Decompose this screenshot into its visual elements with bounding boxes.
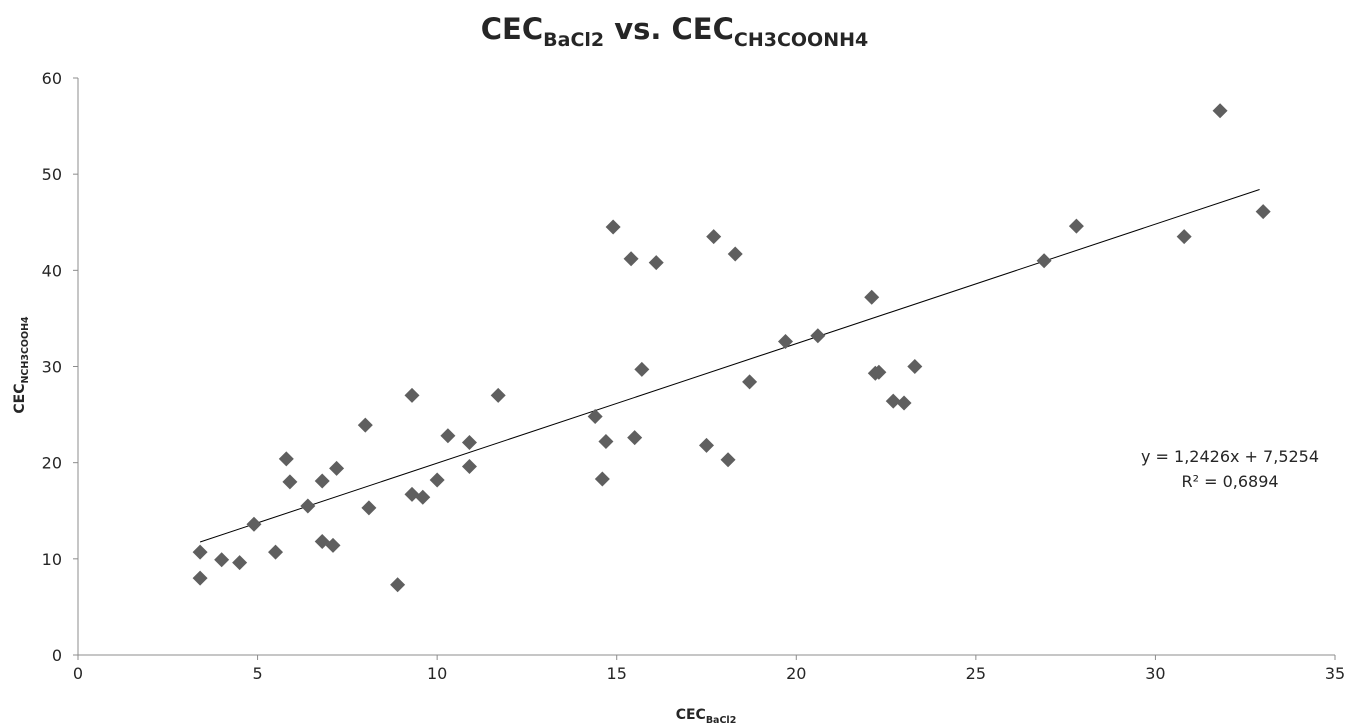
- x-axis-title-sub: BaCl2: [706, 715, 737, 725]
- title-sub-2: CH3COONH4: [733, 29, 869, 51]
- data-point: [1176, 229, 1192, 245]
- data-point: [461, 459, 477, 475]
- data-point: [623, 251, 639, 267]
- data-point: [594, 471, 610, 487]
- data-point: [390, 577, 406, 593]
- x-tick-label: 30: [1145, 664, 1165, 683]
- data-point: [282, 474, 298, 490]
- y-tick-label: 30: [42, 358, 62, 377]
- data-points: [192, 103, 1271, 593]
- data-point: [587, 409, 603, 425]
- data-point: [648, 255, 664, 271]
- x-tick-label: 15: [607, 664, 627, 683]
- tick-labels: 0 5 10 15 20 25 30 35 0 10 20 30 40 50 60: [42, 69, 1346, 683]
- title-sub-1: BaCl2: [543, 29, 605, 51]
- x-tick-label: 0: [73, 664, 83, 683]
- data-point: [314, 473, 330, 489]
- data-point: [357, 417, 373, 433]
- data-point: [300, 498, 316, 514]
- trendline: [199, 189, 1260, 543]
- data-point: [885, 393, 901, 409]
- y-axis-title-sub: NCH3COOH4: [20, 316, 31, 384]
- trendline-equation: y = 1,2426x + 7,5254: [1141, 447, 1319, 466]
- y-axis-title: CECNCH3COOH4: [12, 316, 31, 414]
- data-point: [404, 387, 420, 403]
- x-axis-title: CECBaCl2: [676, 707, 737, 725]
- title-mid: vs. CEC: [604, 12, 734, 46]
- data-point: [325, 537, 341, 553]
- data-point: [706, 229, 722, 245]
- data-point: [634, 361, 650, 377]
- data-point: [329, 460, 345, 476]
- title-main: CEC: [480, 12, 544, 46]
- data-point: [896, 395, 912, 411]
- data-point: [907, 359, 923, 374]
- data-point: [429, 472, 445, 488]
- data-point: [404, 486, 420, 502]
- data-point: [742, 374, 758, 390]
- data-point: [246, 516, 262, 532]
- data-point: [461, 434, 477, 450]
- data-point: [278, 451, 294, 467]
- y-tick-label: 10: [42, 550, 62, 569]
- data-point: [192, 544, 208, 560]
- data-point: [490, 387, 506, 403]
- x-tick-label: 20: [786, 664, 806, 683]
- y-tick-label: 40: [42, 261, 62, 280]
- y-tick-label: 50: [42, 165, 62, 184]
- data-point: [232, 555, 248, 571]
- data-point: [1068, 218, 1084, 234]
- data-point: [810, 328, 826, 344]
- data-point: [864, 289, 880, 305]
- trendline-layer: [199, 189, 1260, 543]
- y-tick-label: 0: [52, 646, 62, 665]
- data-point: [720, 452, 736, 468]
- trendline-r-squared: R² = 0,6894: [1181, 472, 1278, 491]
- data-point: [598, 434, 614, 450]
- data-point: [361, 500, 377, 516]
- chart-title: CECBaCl2 vs. CECCH3COONH4: [0, 12, 1349, 50]
- data-point: [627, 430, 643, 446]
- data-point: [699, 437, 714, 453]
- data-point: [1255, 204, 1271, 220]
- data-point: [727, 246, 743, 262]
- data-point: [871, 364, 887, 380]
- data-point: [192, 570, 208, 586]
- data-point: [214, 552, 230, 568]
- data-point: [605, 219, 621, 235]
- x-tick-label: 35: [1325, 664, 1345, 683]
- y-tick-label: 20: [42, 454, 62, 473]
- data-point: [268, 544, 284, 560]
- data-point: [440, 428, 456, 444]
- x-tick-label: 10: [427, 664, 447, 683]
- axes: [73, 77, 1336, 660]
- x-axis-title-main: CEC: [676, 707, 706, 723]
- data-point: [415, 489, 431, 505]
- data-point: [778, 333, 794, 349]
- data-point: [1036, 253, 1052, 269]
- data-point: [1212, 103, 1228, 119]
- y-tick-label: 60: [42, 69, 62, 88]
- x-tick-label: 5: [252, 664, 262, 683]
- y-axis-title-main: CEC: [12, 384, 28, 414]
- x-tick-label: 25: [966, 664, 986, 683]
